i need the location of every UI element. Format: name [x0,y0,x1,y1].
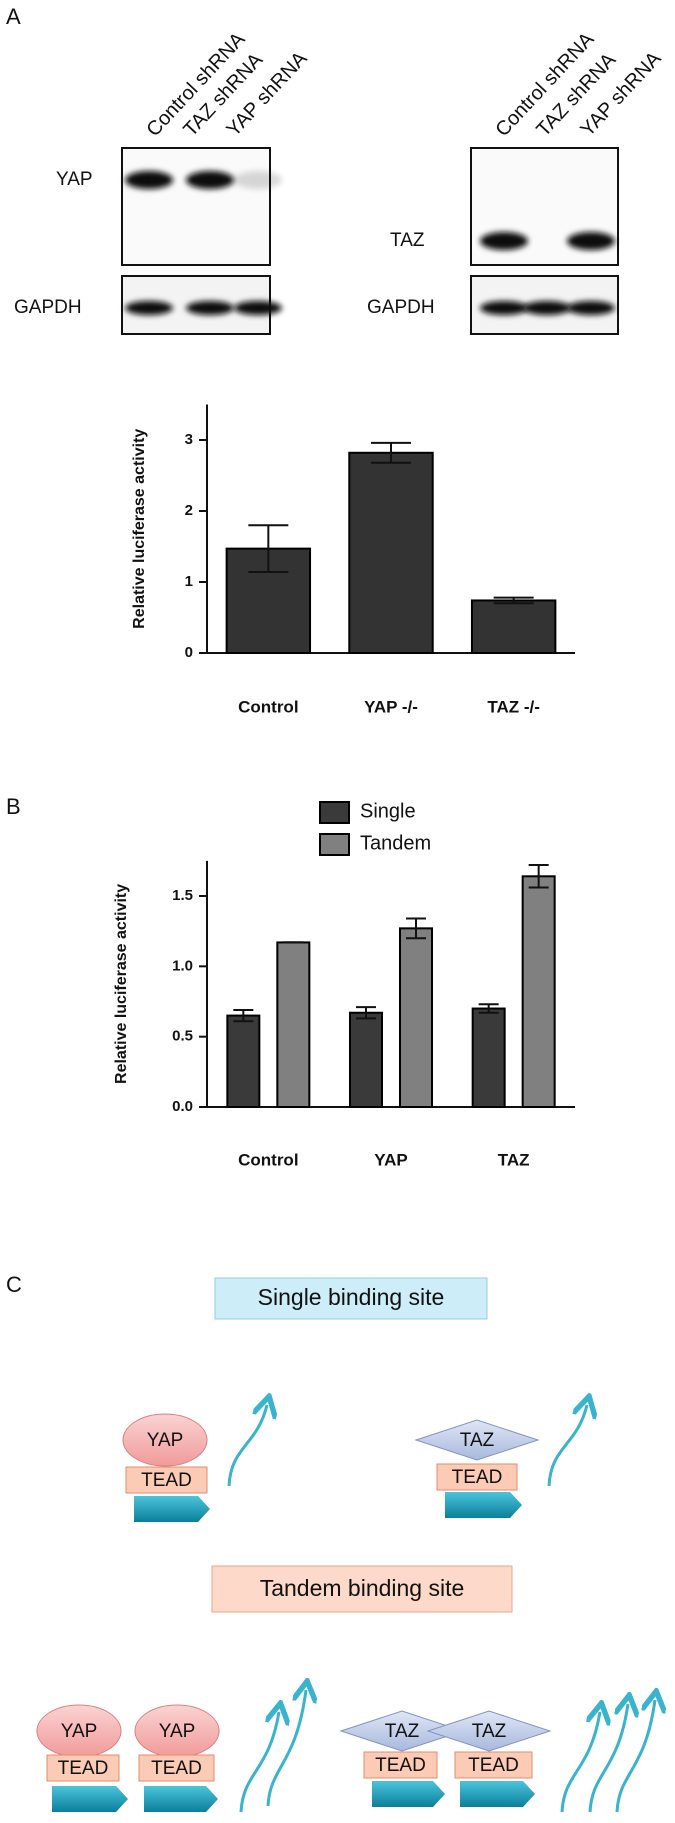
dna-site [460,1781,535,1807]
blot-band [523,301,571,315]
dna-site [445,1492,522,1518]
activation-arrow [588,1704,628,1813]
bar [521,875,556,1109]
row-label: YAP [56,169,93,190]
y-tick-label: 1.0 [172,957,193,974]
activation-arrow [239,1712,279,1813]
blot-frame [121,147,271,266]
cofactor-label: YAP [159,1721,196,1742]
x-tick-label: YAP [374,1150,407,1169]
bar [349,1011,383,1108]
x-tick-label: TAZ -/- [487,697,540,716]
legend-swatch [319,801,350,824]
blot-band [567,301,615,315]
blot-band [480,232,528,250]
tead-box [138,1754,215,1782]
blot-band [234,301,282,315]
cofactor-label: YAP [61,1721,98,1742]
activation-arrow [266,1690,306,1807]
bar [399,927,433,1109]
y-tick-label: 1.5 [172,887,193,904]
dna-site [52,1786,128,1812]
row-label: GAPDH [367,297,435,318]
bar [470,599,557,655]
bar [276,941,311,1108]
tead-box [46,1754,120,1782]
bar [348,451,434,654]
tead-label: TEAD [452,1467,503,1488]
bar [226,1014,261,1109]
panel-label: A [6,4,21,29]
row-label: GAPDH [14,297,82,318]
bar [471,1007,506,1109]
cofactor-label: TAZ [385,1721,420,1742]
error-bar [233,1008,254,1023]
title-box [214,1277,488,1320]
cofactor-label: TAZ [460,1430,495,1451]
blot-band [125,171,173,189]
y-tick-label: 0.5 [172,1028,193,1045]
x-tick-label: Control [238,1150,298,1169]
x-tick-label: TAZ [498,1150,530,1169]
legend-swatch [319,833,350,856]
y-tick-label: 1 [185,573,193,590]
error-bar [493,596,534,605]
error-bar [356,1006,376,1020]
panel-label: B [6,794,21,819]
dna-site [144,1786,218,1812]
error-bar [528,864,549,889]
legend-label: Single [360,800,416,822]
y-tick-label: 3 [185,431,193,448]
taz-shape [414,1419,540,1461]
cofactor-label: YAP [147,1430,184,1451]
activation-arrow [560,1712,600,1813]
activation-arrow [227,1405,267,1487]
tead-label: TEAD [375,1755,426,1776]
error-bar [371,441,411,464]
legend-label: Tandem [360,832,431,854]
error-bar [248,524,289,574]
activation-arrow [547,1405,587,1487]
dna-site [134,1496,210,1522]
tead-label: TEAD [58,1758,109,1779]
y-tick-label: 2 [185,502,193,519]
tead-box [125,1466,208,1494]
y-tick-label: 0 [185,644,193,661]
error-bar [478,1003,499,1014]
title-box [211,1565,513,1613]
y-axis-label: Relative luciferase activity [113,884,130,1084]
tead-box [436,1463,518,1491]
taz-shape [426,1710,552,1752]
diagram-title: Single binding site [258,1284,445,1310]
y-tick-label: 0.0 [172,1098,193,1115]
blot-band [234,171,282,189]
blot-band [125,301,173,315]
blot-band [186,171,234,189]
blot-band [480,301,528,315]
blot-band [186,301,234,315]
tead-label: TEAD [141,1470,192,1491]
error-bar [406,917,426,940]
y-axis-label: Relative luciferase activity [131,429,148,629]
x-tick-label: Control [238,697,298,716]
dna-site [372,1781,445,1807]
tead-box [363,1751,438,1779]
row-label: TAZ [390,230,425,251]
cofactor-label: TAZ [472,1721,507,1742]
tead-label: TEAD [468,1755,519,1776]
tead-label: TEAD [151,1758,202,1779]
tead-box [454,1751,533,1779]
diagram-title: Tandem binding site [260,1575,465,1601]
activation-arrow [615,1700,655,1813]
blot-band [567,232,615,250]
panel-label: C [6,1272,22,1297]
yap-shape [122,1413,208,1467]
x-tick-label: YAP -/- [364,697,418,716]
